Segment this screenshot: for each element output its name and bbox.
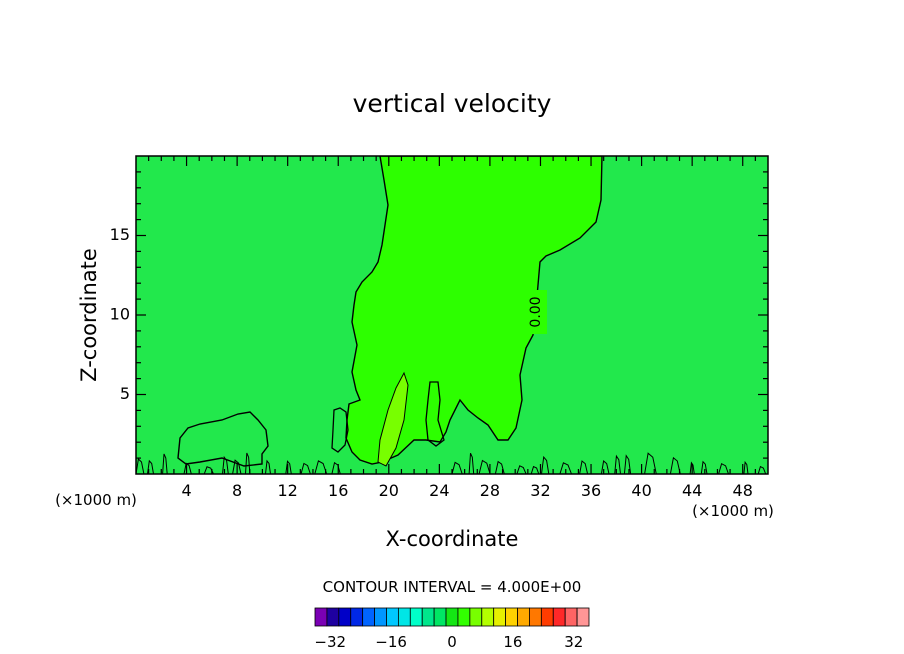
y-tick-label: 5 [120,384,130,403]
colorbar-swatch [457,607,471,627]
lower-left-contour [177,411,269,467]
colorbar-swatch [421,607,435,627]
colorbar-swatch [350,607,364,627]
x-tick-label: 36 [581,481,601,500]
surface-contours [136,452,767,474]
y-axis-label: Z-coordinate [77,248,101,382]
x-tick-label: 44 [682,481,702,500]
colorbar-swatch [469,607,483,627]
y-axis-ticks: 5 10 15 [110,171,768,459]
x-tick-label: 8 [232,481,242,500]
colorbar-swatch [481,607,495,627]
x-tick-label: 40 [631,481,651,500]
colorbar-swatch [505,607,518,627]
left-contour-lobe [331,407,349,453]
colorbar-swatch [386,607,399,627]
x-tick-label: 32 [530,481,550,500]
colorbar-swatch [433,607,447,627]
colorbar-tick-label: 32 [564,633,583,651]
colorbar [314,607,590,627]
x-tick-label: 28 [480,481,500,500]
colorbar-swatch [493,607,507,627]
x-axis-unit-left: (×1000 m) [55,491,137,509]
x-tick-label: 24 [429,481,449,500]
x-tick-label: 12 [278,481,298,500]
colorbar-swatch [409,607,423,627]
colorbar-swatch [362,607,375,627]
right-contour-lobe [425,381,445,447]
chart-title: vertical velocity [353,89,552,118]
colorbar-tick-label: −32 [314,633,346,651]
colorbar-swatch [540,607,554,627]
colorbar-labels: −32 −16 0 16 32 [314,633,583,651]
colorbar-tick-label: 0 [447,633,457,651]
x-tick-label: 20 [379,481,399,500]
colorbar-swatch [397,607,411,627]
y-tick-label: 15 [110,225,130,244]
colorbar-swatch [529,607,542,627]
colorbar-swatch [326,607,340,627]
updraft-core [377,371,409,467]
colorbar-swatch [338,607,352,627]
contour-label: 0.00 [523,290,547,334]
updraft-region [345,156,603,465]
x-tick-label: 16 [328,481,348,500]
svg-text:0.00: 0.00 [528,296,544,327]
plot-area [136,156,768,474]
x-axis-unit-right: (×1000 m) [692,502,774,520]
colorbar-swatch [517,607,530,627]
colorbar-swatch [576,607,590,627]
colorbar-swatch [564,607,578,627]
x-tick-label: 48 [733,481,753,500]
y-tick-label: 10 [110,305,130,324]
colorbar-swatch [314,607,328,627]
colorbar-swatch [374,607,387,627]
colorbar-swatch [552,607,566,627]
contour-interval-text: CONTOUR INTERVAL = 4.000E+00 [323,578,582,596]
colorbar-swatch [445,607,459,627]
x-axis-ticks: 4 8 12 16 20 24 28 32 36 40 44 48 [148,156,756,500]
colorbar-tick-label: −16 [375,633,407,651]
x-tick-label: 4 [181,481,191,500]
colorbar-tick-label: 16 [503,633,522,651]
x-axis-label: X-coordinate [386,527,519,551]
